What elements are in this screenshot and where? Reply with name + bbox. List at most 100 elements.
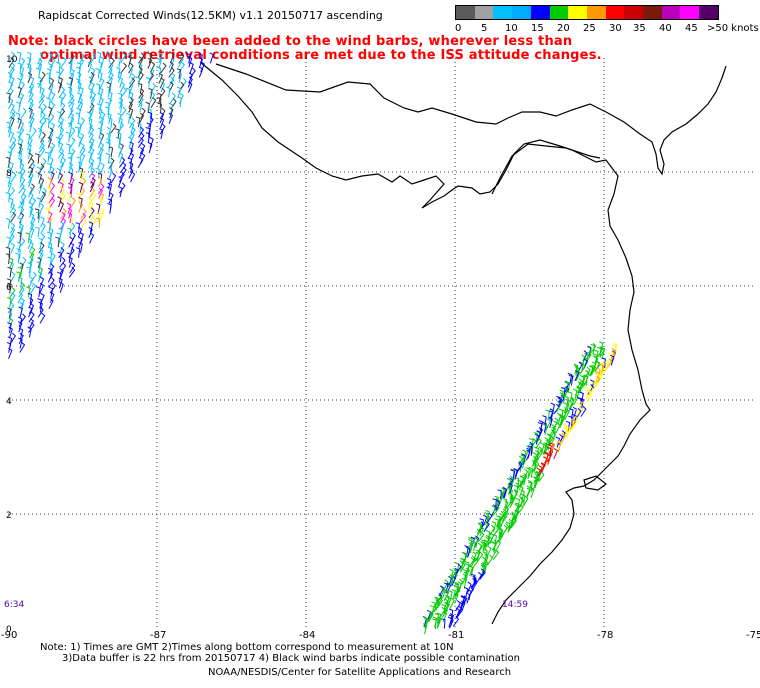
wind-barb — [137, 62, 143, 74]
wind-barb — [137, 122, 142, 134]
wind-barb — [57, 116, 65, 128]
wind-barb — [530, 487, 535, 499]
wind-barb — [545, 418, 552, 430]
wind-barb — [597, 346, 602, 358]
coastline-gulf-of-panama — [491, 143, 601, 195]
wind-barb — [28, 166, 34, 178]
legend-swatch — [474, 6, 494, 19]
wind-barb — [30, 212, 35, 224]
wind-barb — [604, 360, 611, 372]
wind-barb — [88, 102, 95, 114]
wind-barb — [7, 181, 12, 193]
wind-barb — [471, 558, 479, 569]
wind-barb — [8, 233, 15, 245]
wind-barb — [7, 81, 14, 93]
wind-barb — [56, 168, 62, 180]
wind-barb — [40, 158, 47, 169]
wind-barb — [116, 67, 121, 78]
wind-barb — [90, 172, 96, 184]
wind-barb — [484, 553, 489, 565]
wind-barb — [549, 431, 557, 443]
wind-barb — [119, 152, 124, 164]
wind-barb — [569, 396, 576, 408]
wind-barb — [118, 156, 126, 168]
wind-barb — [95, 67, 100, 79]
wind-barb — [89, 181, 95, 193]
wind-barb — [187, 56, 193, 68]
wind-barb — [10, 242, 16, 254]
wind-barb — [79, 142, 85, 154]
wind-barb — [17, 143, 23, 154]
wind-barb — [454, 587, 461, 599]
wind-barb — [68, 167, 74, 179]
wind-barb — [159, 87, 166, 99]
wind-barb — [608, 352, 613, 364]
wind-barb — [75, 247, 81, 258]
wind-barb — [77, 97, 84, 109]
wind-barb — [67, 212, 73, 224]
wind-barb — [128, 91, 134, 103]
wind-barb — [508, 518, 514, 530]
legend-label: >50 knots — [707, 23, 759, 34]
wind-barb — [110, 172, 117, 184]
wind-barb — [470, 578, 477, 590]
wind-barb — [434, 613, 440, 624]
wind-barb — [513, 489, 519, 501]
wind-barb — [145, 77, 151, 88]
wind-barb — [508, 483, 513, 494]
wind-barb — [50, 171, 55, 183]
wind-barb — [128, 82, 134, 94]
wind-barb — [547, 447, 552, 458]
wind-barb — [117, 112, 122, 124]
wind-barb — [95, 83, 101, 94]
wind-barb — [6, 176, 11, 188]
wind-barb — [26, 266, 32, 278]
wind-barb — [98, 142, 105, 154]
wind-barb — [465, 592, 471, 604]
wind-barb — [36, 286, 41, 298]
wind-barb — [66, 252, 72, 264]
wind-barb — [526, 487, 531, 499]
wind-barb — [519, 496, 524, 508]
wind-barb — [48, 276, 55, 288]
wind-barb — [120, 52, 126, 64]
wind-barb — [47, 177, 52, 189]
wind-barb — [38, 247, 44, 260]
wind-barb — [148, 142, 153, 154]
wind-barb — [38, 92, 46, 104]
wind-barb — [17, 217, 22, 229]
wind-barb — [60, 57, 67, 68]
wind-barb — [495, 539, 502, 551]
wind-barb — [137, 132, 145, 144]
wind-barb — [178, 52, 185, 64]
wind-barb — [558, 414, 564, 426]
wind-barb — [55, 136, 61, 148]
wind-barb — [120, 87, 127, 98]
wind-barb — [47, 131, 54, 143]
wind-barb — [118, 171, 125, 183]
wind-barb — [449, 568, 454, 580]
coastline-central-america — [199, 61, 651, 625]
wind-barb — [576, 382, 583, 394]
wind-barb — [8, 317, 14, 329]
wind-barb — [509, 497, 515, 509]
wind-barb — [476, 571, 483, 583]
wind-barb — [486, 512, 493, 524]
wind-barb — [59, 156, 67, 168]
wind-barb — [28, 86, 33, 98]
wind-barb — [455, 563, 462, 575]
wind-barb — [559, 414, 565, 426]
wind-barb — [444, 601, 449, 613]
wind-barb — [533, 475, 540, 487]
wind-barb — [556, 412, 562, 424]
wind-barb — [522, 474, 527, 486]
wind-barb — [543, 424, 548, 435]
wind-barb — [49, 146, 54, 158]
wind-barb — [606, 358, 613, 370]
wind-barb — [521, 473, 528, 484]
wind-barb — [603, 361, 609, 373]
wind-barb — [67, 86, 73, 98]
wind-barb — [422, 623, 428, 635]
wind-barb — [48, 127, 54, 139]
wind-barb — [47, 211, 53, 223]
